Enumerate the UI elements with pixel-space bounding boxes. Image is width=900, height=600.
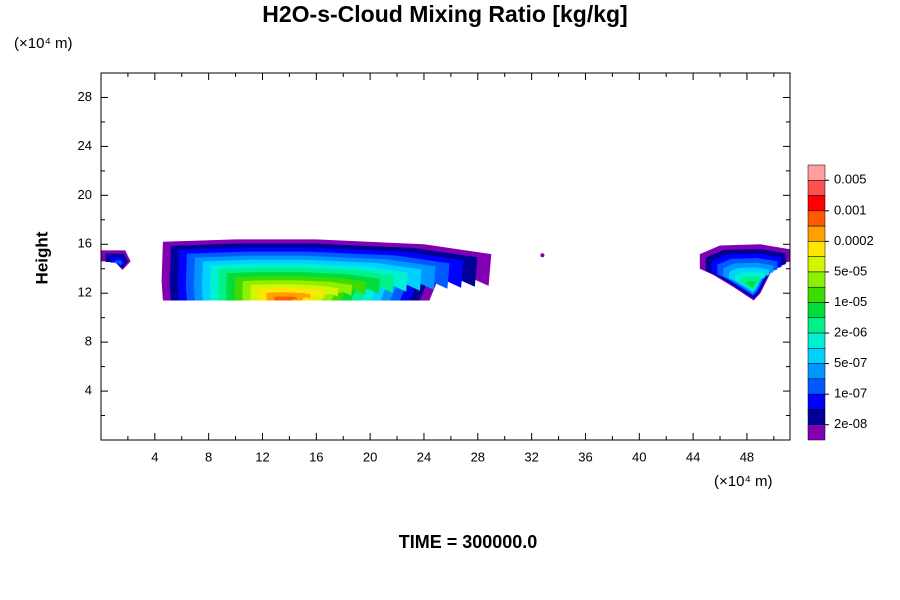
x-tick-label: 44 <box>686 449 700 464</box>
x-tick-label: 16 <box>309 449 323 464</box>
colorbar-box <box>807 271 826 288</box>
chart-title: H2O-s-Cloud Mixing Ratio [kg/kg] <box>262 1 627 27</box>
colorbar-label: 1e-07 <box>834 386 867 401</box>
x-tick-label: 28 <box>471 449 485 464</box>
colorbar-box <box>807 180 826 196</box>
colorbar-label: 2e-06 <box>834 324 867 339</box>
colorbar-label: 1e-05 <box>834 294 867 309</box>
y-tick-label: 16 <box>78 236 92 251</box>
colorbar-label: 0.001 <box>834 202 867 217</box>
x-tick-label: 24 <box>417 449 431 464</box>
y-tick-label: 20 <box>78 187 92 202</box>
colorbar-box <box>807 424 826 441</box>
plot-frame <box>100 72 791 441</box>
colorbar-label: 0.0002 <box>834 233 874 248</box>
y-label: Height <box>32 231 51 284</box>
colorbar-label: 5e-05 <box>834 263 867 278</box>
colorbar-box <box>807 332 826 349</box>
y-unit: (×10⁴ m) <box>14 35 73 52</box>
x-tick-label: 48 <box>740 449 754 464</box>
y-tick-label: 4 <box>85 383 92 398</box>
x-tick-label: 4 <box>151 449 158 464</box>
colorbar-label: 5e-07 <box>834 355 867 370</box>
colorbar-box <box>807 241 826 257</box>
colorbar-box <box>807 164 826 181</box>
cloud-band <box>274 296 297 301</box>
x-unit: (×10⁴ m) <box>714 473 773 490</box>
x-tick-label: 40 <box>632 449 646 464</box>
y-tick-label: 28 <box>78 89 92 104</box>
colorbar-box <box>807 393 826 410</box>
y-tick-label: 8 <box>85 334 92 349</box>
colorbar-box <box>807 302 826 319</box>
colorbar-box <box>807 256 826 273</box>
x-tick-label: 12 <box>255 449 269 464</box>
colorbar-box <box>807 195 826 212</box>
colorbar-box <box>807 286 826 303</box>
x-tick-label: 32 <box>524 449 538 464</box>
x-tick-label: 20 <box>363 449 377 464</box>
x-tick-label: 8 <box>205 449 212 464</box>
x-tick-label: 36 <box>578 449 592 464</box>
colorbar-box <box>807 378 826 395</box>
colorbar-box <box>807 409 826 425</box>
colorbar-box <box>807 317 826 334</box>
y-tick-label: 12 <box>78 285 92 300</box>
colorbar-box <box>807 225 826 242</box>
colorbar-label: 2e-08 <box>834 416 867 431</box>
colorbar-box <box>807 363 826 380</box>
colorbar-label: 0.005 <box>834 172 867 187</box>
cloud-band <box>540 253 545 258</box>
y-tick-label: 24 <box>78 138 92 153</box>
colorbar-box <box>807 348 826 364</box>
footer: TIME = 300000.0 <box>399 532 538 552</box>
colorbar-box <box>807 210 826 227</box>
cloud-band <box>115 260 123 266</box>
cloud-band <box>746 281 757 288</box>
